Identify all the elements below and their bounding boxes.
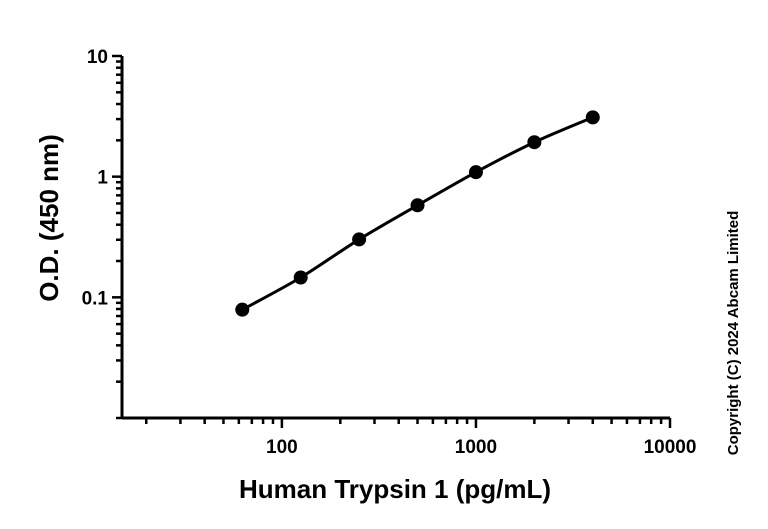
x-axis-title: Human Trypsin 1 (pg/mL) [239, 474, 551, 504]
y-tick-label: 10 [87, 47, 108, 68]
x-tick-label: 1000 [455, 437, 497, 458]
data-point [293, 270, 308, 285]
y-axis-title: O.D. (450 nm) [34, 134, 64, 302]
axes: 100 1000 10000 0.1 1 10 [82, 47, 697, 458]
data-point [235, 302, 250, 317]
data-point [468, 165, 483, 180]
data-point [527, 135, 542, 150]
axis-ticks [112, 54, 672, 428]
axis-tick-labels: 100 1000 10000 0.1 1 10 [82, 47, 697, 458]
y-tick-label: 1 [97, 168, 108, 189]
x-tick-label: 100 [266, 437, 298, 458]
copyright-notice: Copyright (C) 2024 Abcam Limited [725, 211, 742, 455]
data-points [235, 110, 600, 317]
y-tick-label: 0.1 [82, 288, 109, 309]
data-point [585, 110, 600, 125]
x-tick-label: 10000 [644, 437, 697, 458]
data-point [352, 232, 367, 247]
data-point [410, 198, 425, 213]
